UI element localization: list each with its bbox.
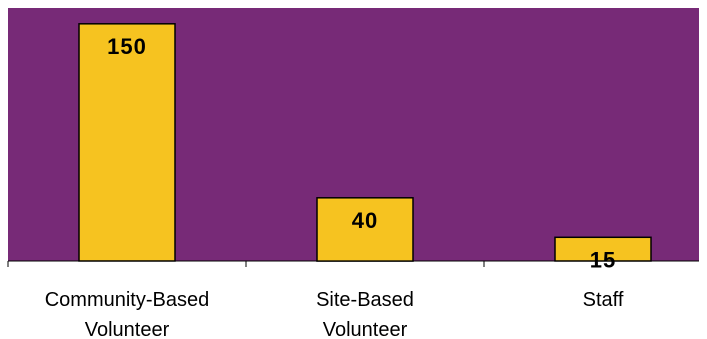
category-label-3: Staff xyxy=(583,289,624,311)
bar-1 xyxy=(78,23,176,262)
data-label-1: 150 xyxy=(107,34,147,59)
data-label-2: 40 xyxy=(352,208,378,233)
data-label-3: 15 xyxy=(590,247,616,272)
x-axis xyxy=(7,260,699,267)
bars-layer: 150 40 15 xyxy=(78,23,652,272)
category-labels: Community-Based Volunteer Site-Based Volunt… xyxy=(45,289,624,339)
category-label-2: Site-Based Volunteer xyxy=(316,289,414,339)
bar-2 xyxy=(316,197,414,262)
category-label-1: Community-Based Volunteer xyxy=(45,289,210,339)
